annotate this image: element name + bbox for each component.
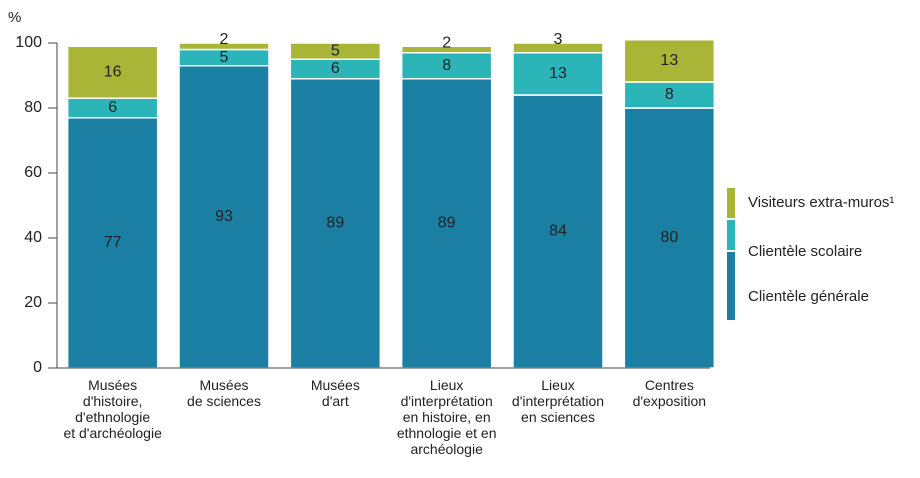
bar-segment (512, 94, 604, 369)
y-tick-label: 100 (15, 34, 42, 51)
data-label: 13 (660, 52, 678, 69)
y-axis-label: % (8, 9, 21, 26)
bar-segment (178, 42, 270, 51)
x-tick-label: Musées d'histoire, d'ethnologie et d'archéo… (63, 377, 162, 441)
x-tick-label: Centres d'exposition (633, 377, 707, 409)
bar-segment (400, 78, 493, 369)
bar-segment (512, 52, 604, 96)
data-label: 8 (442, 57, 451, 74)
y-tick-label: 0 (33, 359, 42, 376)
bar-segment (623, 81, 716, 109)
data-label: 2 (220, 31, 229, 48)
x-tick-label: Musées d'art (311, 377, 360, 409)
legend-swatch (727, 188, 735, 218)
data-label: 16 (104, 63, 122, 80)
data-label: 13 (549, 65, 567, 82)
y-tick-label: 20 (24, 294, 42, 311)
bar-segment (400, 45, 493, 54)
data-label: 89 (326, 215, 344, 232)
y-tick-label: 80 (24, 99, 42, 116)
x-tick-label: Lieux d'interprétation en sciences (512, 377, 604, 425)
legend-swatch (727, 220, 735, 250)
y-tick-label: 40 (24, 229, 42, 246)
bar-segment (289, 78, 382, 369)
data-label: 6 (331, 60, 340, 77)
legend-swatch (727, 252, 735, 320)
data-label: 77 (104, 234, 122, 251)
data-label: 89 (438, 215, 456, 232)
bar-segment (66, 45, 159, 99)
bar-segment (623, 107, 716, 369)
bar-segment (512, 42, 604, 54)
data-label: 84 (549, 223, 567, 240)
data-label: 8 (665, 86, 674, 103)
legend-label: Clientèle générale (748, 288, 869, 305)
x-tick-label: Lieux d'interprétation en histoire, en ethn… (397, 377, 497, 457)
data-label: 5 (220, 49, 229, 66)
y-tick-label: 60 (24, 164, 42, 181)
data-label: 80 (660, 229, 678, 246)
data-label: 3 (554, 31, 563, 48)
bar-segment (400, 52, 493, 80)
legend-label: Clientèle scolaire (748, 243, 862, 260)
data-label: 5 (331, 42, 340, 59)
legend-label: Visiteurs extra-muros¹ (748, 194, 894, 211)
x-tick-label: Musées de sciences (187, 377, 261, 409)
data-label: 2 (442, 34, 451, 51)
bar-segment (623, 39, 716, 83)
bar-segment (289, 42, 382, 60)
data-label: 6 (108, 99, 117, 116)
data-label: 93 (215, 208, 233, 225)
